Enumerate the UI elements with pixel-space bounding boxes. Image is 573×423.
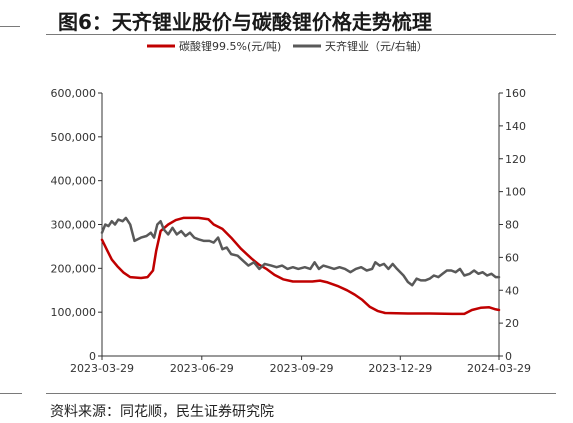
page-title: 图6：天齐锂业股价与碳酸锂价格走势梳理 <box>58 10 432 34</box>
right-y-tick-label: 40 <box>505 284 519 297</box>
series-line-2 <box>100 216 501 287</box>
legend: 碳酸锂99.5%(元/吨) 天齐锂业（元/右轴） <box>147 39 428 53</box>
left-y-tick-label: 600,000 <box>51 87 97 100</box>
x-tick-label: 2023-12-29 <box>368 362 432 375</box>
x-tick-label: 2023-09-29 <box>270 362 334 375</box>
left-y-tick-label: 400,000 <box>51 175 97 188</box>
footer-rule-left <box>0 393 22 394</box>
title-rule-left <box>0 26 20 27</box>
left-y-tick-label: 300,000 <box>51 219 97 232</box>
x-tick-label: 2023-03-29 <box>70 362 134 375</box>
right-y-tick-label: 0 <box>505 350 512 363</box>
x-tick-label: 2023-06-29 <box>170 362 234 375</box>
left-y-tick-label: 500,000 <box>51 131 97 144</box>
legend-label-2: 天齐锂业（元/右轴） <box>325 39 428 53</box>
left-y-tick-label: 100,000 <box>51 306 97 319</box>
title-bar: 图6：天齐锂业股价与碳酸锂价格走势梳理 <box>0 0 573 40</box>
right-y-tick-label: 20 <box>505 317 519 330</box>
right-y-tick-label: 160 <box>505 87 526 100</box>
title-rule-top <box>46 34 556 35</box>
right-y-tick-label: 100 <box>505 186 526 199</box>
source-note: 资料来源：同花顺，民生证券研究院 <box>50 404 274 420</box>
left-y-tick-label: 200,000 <box>51 262 97 275</box>
left-y-tick-label: 0 <box>89 350 96 363</box>
right-y-tick-label: 140 <box>505 120 526 133</box>
x-tick-label: 2024-03-29 <box>467 362 531 375</box>
series-line-1 <box>100 216 501 316</box>
series-layer <box>100 216 501 316</box>
right-y-tick-label: 80 <box>505 219 519 232</box>
axes: 0 100,000 200,000 300,000 400,000 500,000 600,… <box>51 87 531 375</box>
footer-rule <box>46 393 556 394</box>
right-y-tick-label: 120 <box>505 153 526 166</box>
right-y-tick-label: 60 <box>505 251 519 264</box>
legend-label-1: 碳酸锂99.5%(元/吨) <box>179 39 281 53</box>
